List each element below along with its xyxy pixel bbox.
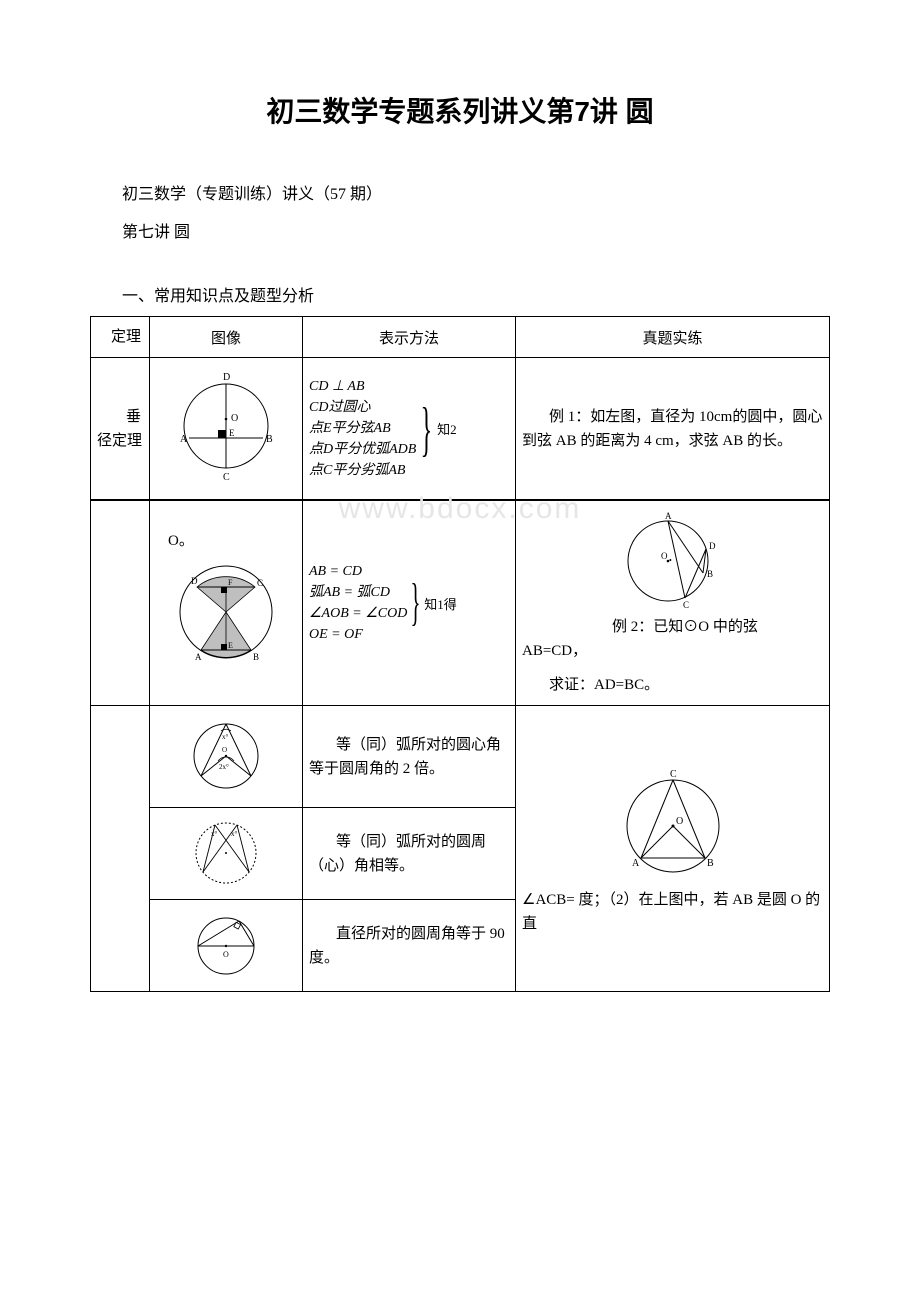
row2-figure: O。 D C A B: [150, 501, 303, 706]
perpendicular-diameter-icon: O D C A B E: [171, 366, 281, 486]
row3-practice: O C A B ∠ACB= 度；（2）在上图中，若 AB 是圆 O 的直: [516, 706, 830, 992]
svg-text:E: E: [228, 641, 233, 650]
svg-text:E: E: [229, 428, 235, 438]
svg-text:D: D: [191, 576, 198, 586]
table-row: O。 D C A B: [91, 501, 830, 706]
subtitle-1: 初三数学（专题训练）讲义（57 期）: [90, 180, 830, 204]
table-row: 垂径定理 O D C A B E: [91, 358, 830, 500]
row1-name: 垂径定理: [91, 358, 150, 500]
svg-text:B: B: [707, 858, 714, 869]
svg-text:D: D: [223, 372, 230, 383]
svg-text:C: C: [223, 472, 230, 483]
row2-method: AB = CD 弧AB = 弧CD ∠AOB = ∠COD OE = OF } …: [303, 501, 516, 706]
example2-icon: O • A D B C: [613, 511, 733, 611]
row1-practice: 例 1：如左图，直径为 10cm的圆中，圆心到弦 AB 的距离为 4 cm，求弦…: [516, 358, 830, 500]
equal-inscribed-angles-icon: x° x°: [181, 816, 271, 886]
table-header-row: 定理 图像 表示方法 真题实练: [91, 317, 830, 358]
header-practice: 真题实练: [516, 317, 830, 358]
subtitle-2: 第七讲 圆: [90, 218, 830, 242]
svg-text:B: B: [266, 434, 273, 445]
header-image: 图像: [150, 317, 303, 358]
row3-figure-b: x° x°: [150, 808, 303, 900]
section-heading: 一、常用知识点及题型分析: [90, 282, 830, 306]
svg-text:D: D: [709, 541, 716, 551]
svg-text:C: C: [683, 600, 689, 610]
page-title: 初三数学专题系列讲义第7讲 圆: [90, 90, 830, 130]
svg-text:O: O: [223, 950, 229, 959]
watermark: www.bdocx.com: [90, 492, 830, 526]
table-row: x° 2x° O 等（同）弧所对的圆心角等于圆周角的 2 倍。 O: [91, 706, 830, 808]
svg-text:A: A: [195, 652, 202, 662]
example3-icon: O C A B: [608, 764, 738, 884]
knowledge-table: 定理 图像 表示方法 真题实练 垂径定理 O D C A B: [90, 316, 830, 500]
header-method: 表示方法: [303, 317, 516, 358]
svg-text:B: B: [253, 652, 259, 662]
svg-text:O: O: [222, 746, 227, 754]
svg-text:A: A: [632, 858, 640, 869]
svg-text:x°: x°: [231, 830, 238, 838]
svg-text:C: C: [257, 578, 263, 588]
row3-method-b: 等（同）弧所对的圆周（心）角相等。: [303, 808, 516, 900]
row3-figure-a: x° 2x° O: [150, 706, 303, 808]
svg-text:F: F: [228, 578, 233, 587]
row2-practice: O • A D B C 例 2：已知⊙O 中的弦 AB=CD， 求证：AD=BC…: [516, 501, 830, 706]
knowledge-table-2: O。 D C A B: [90, 500, 830, 992]
inscribed-angle-icon: x° 2x° O: [181, 714, 271, 794]
row3-method-a: 等（同）弧所对的圆心角等于圆周角的 2 倍。: [303, 706, 516, 808]
svg-text:O: O: [661, 551, 668, 561]
row3-figure-c: O: [150, 900, 303, 992]
svg-text:O: O: [676, 816, 683, 827]
svg-text:O: O: [231, 413, 238, 424]
row1-figure: O D C A B E: [150, 358, 303, 500]
svg-text:C: C: [670, 769, 677, 780]
row3-name: [91, 706, 150, 992]
svg-text:2x°: 2x°: [219, 763, 229, 771]
svg-text:x°: x°: [211, 830, 218, 838]
svg-text:B: B: [707, 569, 713, 579]
rotation-symmetry-icon: D C A B F E: [171, 552, 281, 672]
header-theory: 定理: [91, 317, 150, 358]
svg-text:•: •: [669, 556, 672, 565]
row2-name: [91, 501, 150, 706]
row3-method-c: 直径所对的圆周角等于 90 度。: [303, 900, 516, 992]
svg-text:x°: x°: [222, 733, 229, 741]
row1-method: CD ⊥ AB CD过圆心 点E平分弦AB 点D平分优弧ADB 点C平分劣弧AB…: [303, 358, 516, 500]
diameter-right-angle-icon: O: [181, 908, 271, 978]
svg-text:A: A: [180, 434, 188, 445]
